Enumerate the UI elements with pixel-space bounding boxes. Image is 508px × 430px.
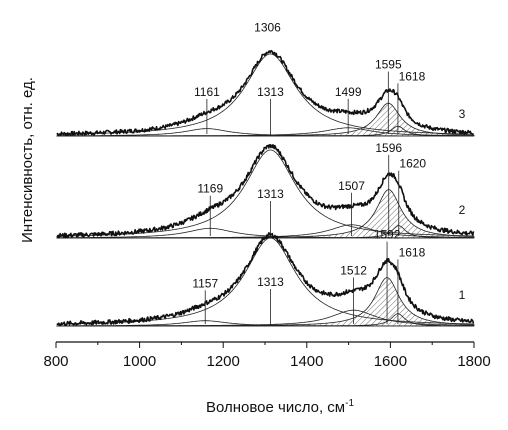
band-label: 1618 xyxy=(399,69,426,83)
band-label: 1161 xyxy=(194,85,220,99)
x-axis-ticks: 800 1000 1200 1400 1600 1800 xyxy=(43,342,491,370)
band-label: 1512 xyxy=(340,263,367,277)
band-label: 1592 xyxy=(374,228,401,242)
band-1618 xyxy=(56,125,474,137)
x-tick-label: 800 xyxy=(43,353,68,370)
band-label: 1596 xyxy=(375,141,402,155)
band-label: 1620 xyxy=(399,157,426,171)
band-label: 1169 xyxy=(197,182,223,196)
trace-number: 3 xyxy=(459,107,466,121)
trace-number: 2 xyxy=(459,203,466,217)
x-tick-label: 1000 xyxy=(123,353,156,370)
band-label: 1313 xyxy=(257,85,284,99)
band-1618 xyxy=(56,313,475,327)
spectrum-trace xyxy=(56,144,475,239)
y-axis-label: Интенсивность, отн. ед. xyxy=(19,77,36,243)
x-tick-label: 1200 xyxy=(207,353,240,370)
x-tick-label: 1600 xyxy=(374,353,407,370)
spectrum-trace xyxy=(56,232,475,327)
band-label: 1595 xyxy=(375,58,402,72)
x-tick-label: 1800 xyxy=(457,353,490,370)
spectrum-group: 1169 1313 1507 1596 1620 2 xyxy=(56,141,475,239)
band-label: 1618 xyxy=(399,245,426,259)
band-label: 1313 xyxy=(257,187,284,201)
peak-label: 1306 xyxy=(254,20,281,34)
trace-number: 1 xyxy=(459,288,466,302)
band-label: 1507 xyxy=(338,179,365,193)
spectrum-trace xyxy=(56,49,474,137)
x-tick-label: 1400 xyxy=(290,353,323,370)
spectrum-group: 1157 1313 1512 1592 1618 1 xyxy=(56,228,475,327)
band-label: 1499 xyxy=(335,85,362,99)
x-axis-label: Волновое число, см-1 xyxy=(206,398,354,416)
band-label: 1157 xyxy=(192,276,218,290)
band-label: 1313 xyxy=(257,275,284,289)
